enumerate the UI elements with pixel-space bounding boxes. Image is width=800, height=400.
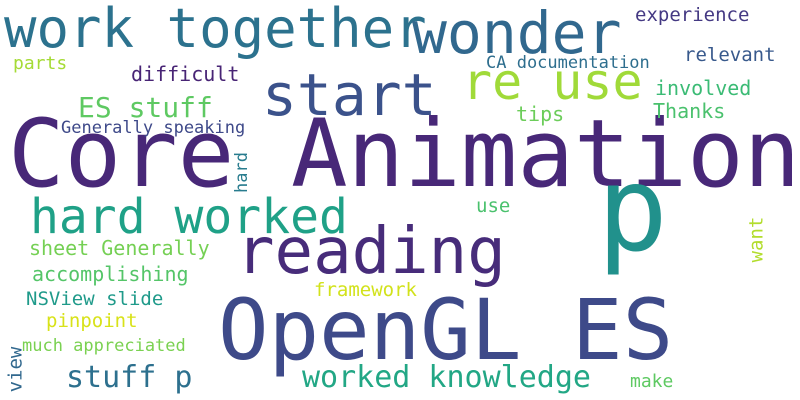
word-nsview-slide: NSView slide (26, 288, 164, 310)
word-pinpoint: pinpoint (46, 310, 138, 332)
word-experience: experience (635, 4, 750, 26)
word-difficult: difficult (131, 62, 240, 86)
word-involved: involved (655, 76, 752, 100)
word-opengl-es: OpenGL ES (218, 281, 674, 379)
word-reading: reading (236, 215, 506, 289)
word-view: view (4, 346, 27, 393)
word-es-stuff: ES stuff (78, 91, 213, 124)
word-core-animation: Core Animation (8, 100, 800, 209)
word-generally-speaking: Generally speaking (61, 118, 246, 138)
word-p: p (597, 140, 669, 278)
word-stuff-p: stuff p (66, 360, 193, 395)
word-wonder: wonder (412, 0, 622, 67)
word-much-appreciated: much appreciated (22, 336, 186, 356)
word-parts: parts (13, 53, 68, 74)
word-make: make (630, 371, 674, 392)
word-framework: framework (314, 279, 417, 301)
word-worked-knowledge: worked knowledge (302, 360, 591, 395)
word-accomplishing: accomplishing (32, 262, 189, 286)
word-hard: hard (231, 152, 252, 193)
word-thanks: Thanks (653, 99, 726, 123)
word-relevant: relevant (684, 44, 776, 66)
word-use: use (476, 195, 511, 217)
word-sheet-generally: sheet Generally (29, 236, 210, 260)
word-want: want (745, 216, 768, 263)
word-tips: tips (516, 102, 565, 126)
word-ca-documentation: CA documentation (486, 53, 650, 73)
word-work-together: work together (4, 0, 427, 60)
word-hard-worked: hard worked (30, 189, 348, 245)
word-start: start (262, 61, 437, 129)
word-re-use: re use (462, 53, 643, 111)
